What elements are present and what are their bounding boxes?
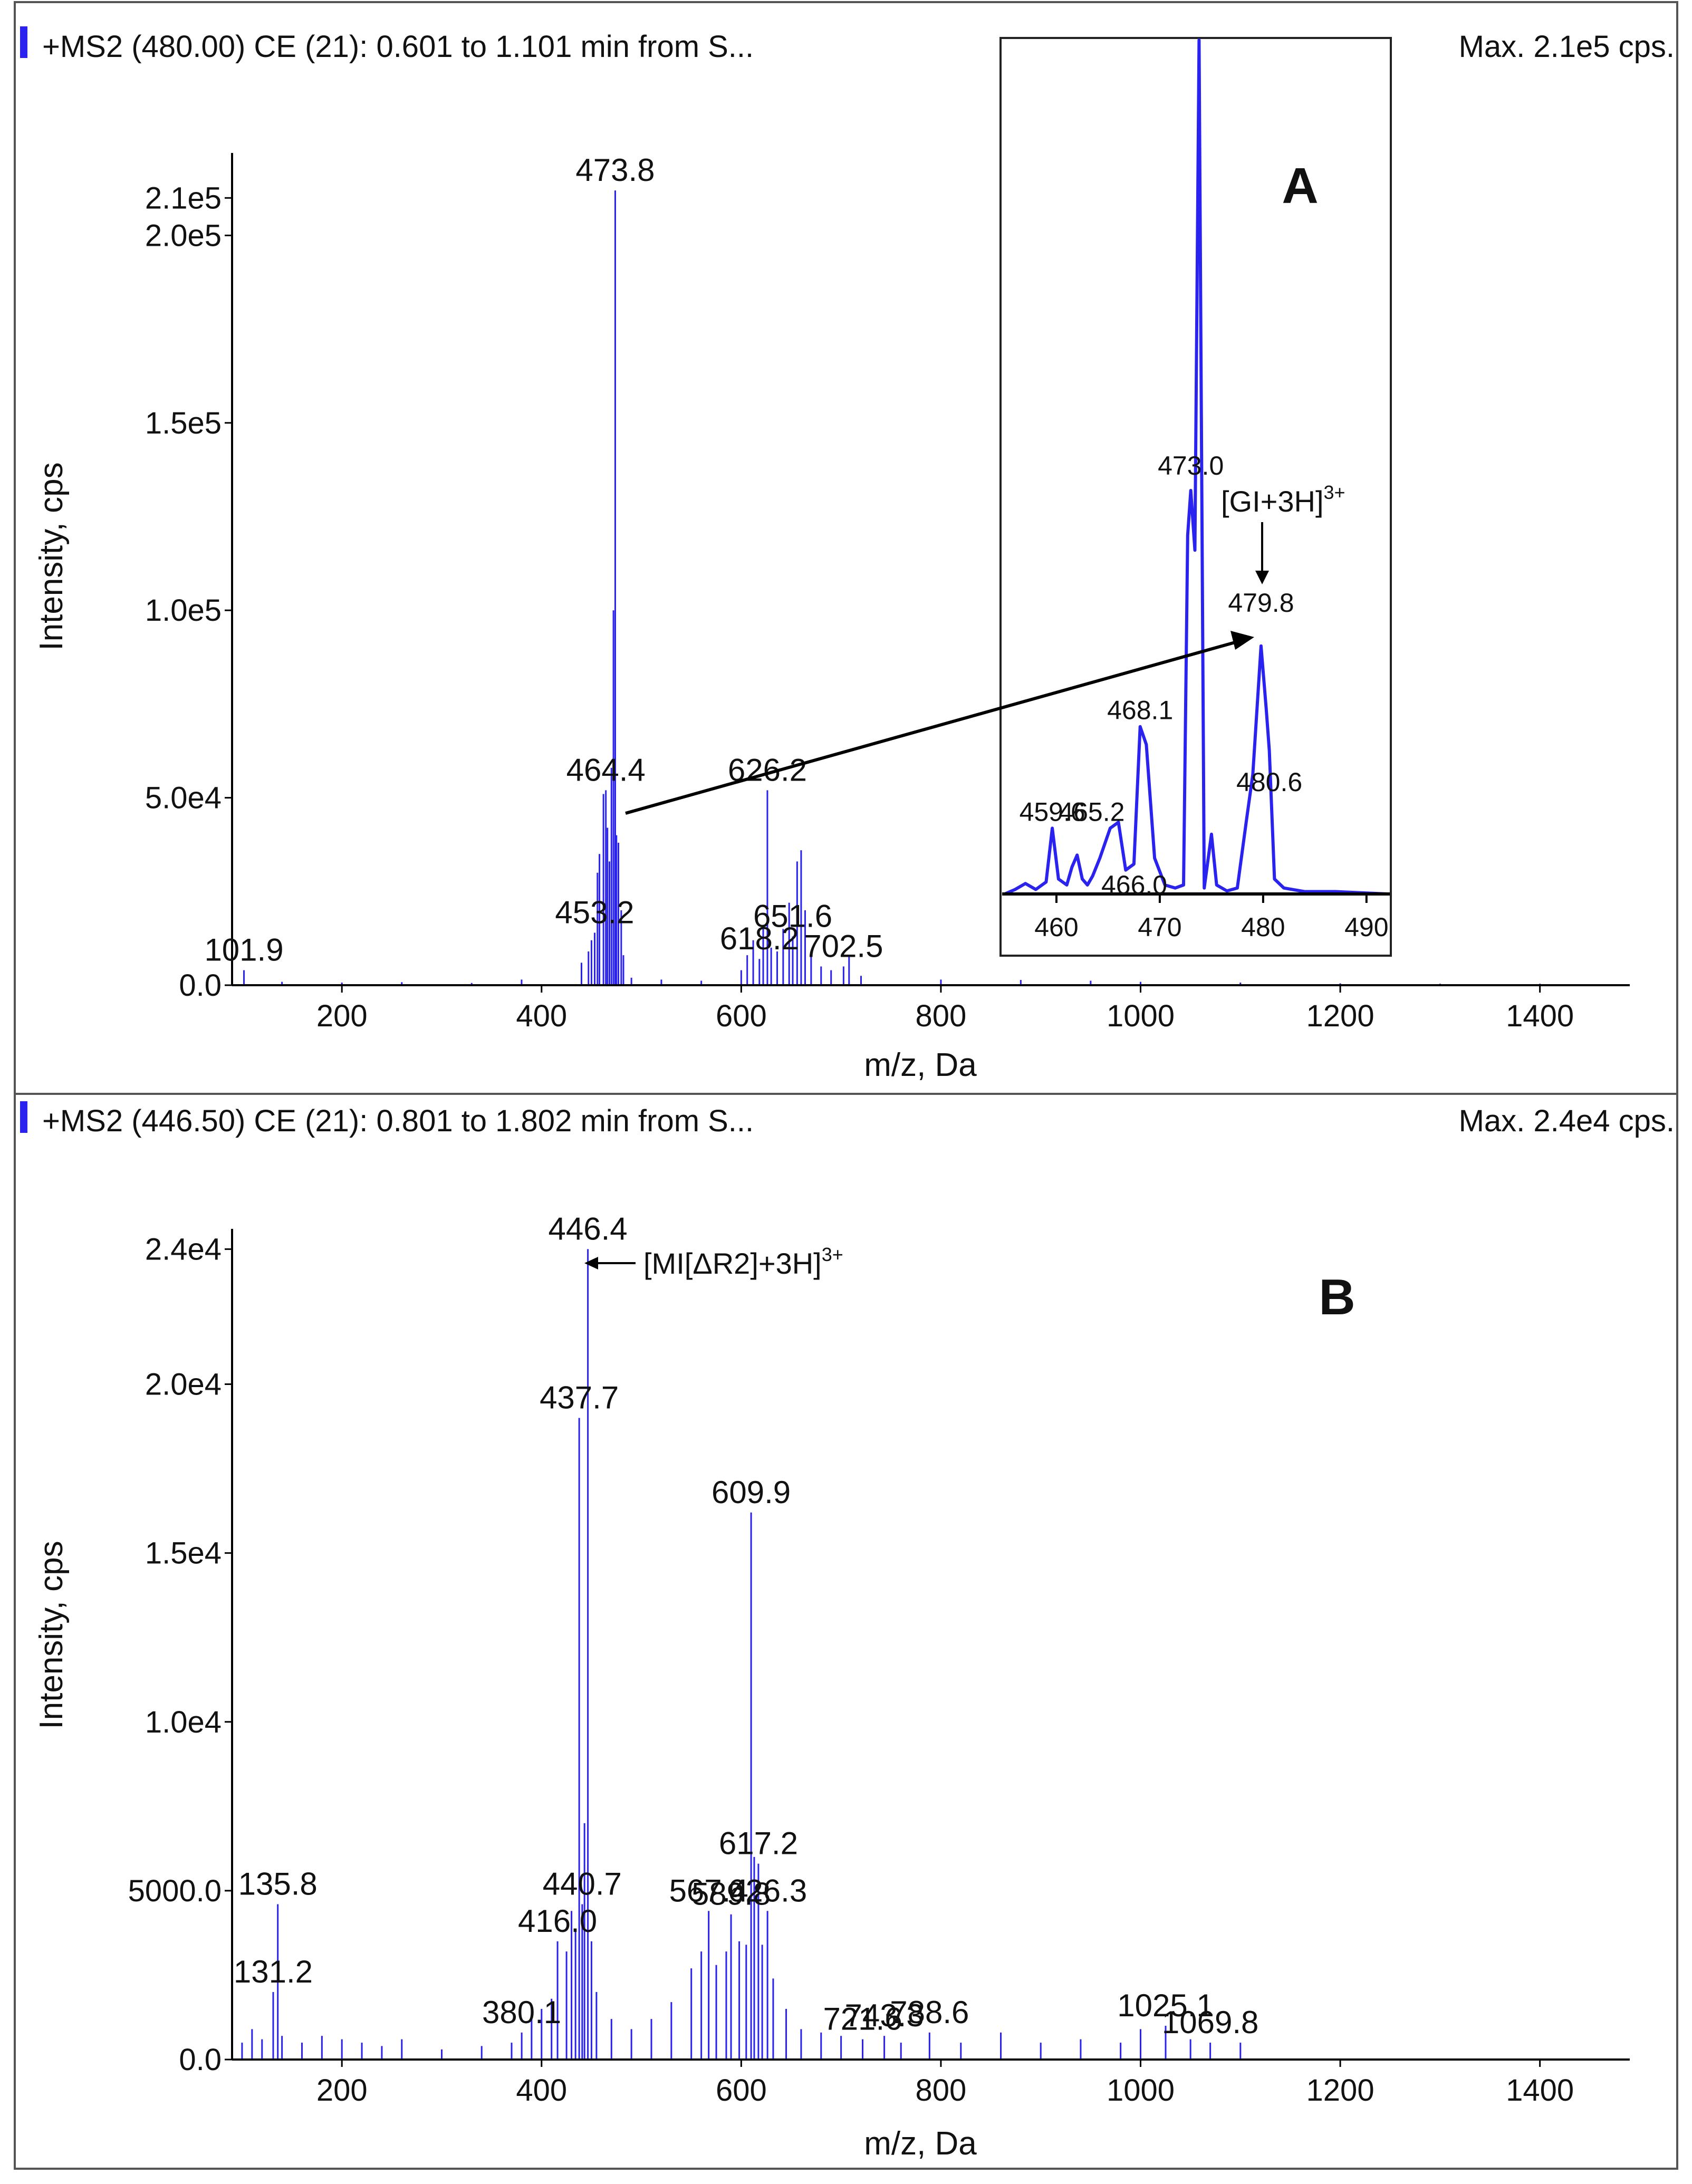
peak-label: 453.2: [555, 894, 634, 930]
inset-peak-label: 468.1: [1107, 696, 1173, 725]
x-tick-label: 1400: [1506, 999, 1574, 1033]
peak-label: 721.6: [823, 2002, 902, 2037]
inset-profile-line: [1004, 39, 1388, 896]
y-tick-label: 0.0: [179, 968, 222, 1003]
x-tick-label: 200: [316, 999, 368, 1033]
panel-b-trace: [241, 1249, 1242, 2060]
y-tick-label: 2.0e4: [145, 1368, 222, 1402]
inset-trace: [1004, 39, 1388, 896]
panel-b-xlabel: m/z, Da: [864, 2125, 977, 2162]
peak-label: 437.7: [540, 1380, 619, 1416]
peak-label: 446.4: [549, 1211, 628, 1246]
panel-b-ion-charge: 3+: [822, 1244, 843, 1265]
y-tick-label: 1.5e5: [145, 406, 222, 440]
panel-b-ion-arrowhead: [584, 1257, 598, 1269]
panel-a-axis-ticks: 200 400 600 800 1000 1200 1400 0.0 5.0e4 1.0e5 1.5…: [145, 181, 1574, 1033]
inset-x-tick-label: 490: [1344, 912, 1388, 942]
zoom-arrowhead: [1230, 631, 1254, 650]
panel-a-max: Max. 2.1e5 cps.: [1459, 30, 1675, 64]
peak-label: 1069.8: [1162, 2005, 1259, 2040]
peak-label: 651.6: [753, 899, 832, 934]
inset-x-tick-label: 480: [1241, 912, 1285, 942]
x-tick-label: 1400: [1506, 2073, 1574, 2108]
peak-label: 617.2: [719, 1826, 798, 1861]
peak-label: 743.3: [845, 1998, 924, 2033]
x-tick-label: 600: [716, 999, 767, 1033]
y-tick-label: 2.0e5: [145, 218, 222, 253]
peak-label: 101.9: [204, 932, 283, 968]
inset-ion-charge: 3+: [1324, 482, 1345, 503]
peak-label: 626.3: [728, 1873, 807, 1908]
panel-b-peak-labels: 135.8 131.2 380.1 416.0 437.7 440.7 446.4 567.4…: [234, 1211, 1258, 2040]
panel-b: +MS2 (446.50) CE (21): 0.801 to 1.802 mi…: [20, 1101, 1675, 2162]
x-tick-label: 400: [516, 999, 567, 1033]
panel-b-ion-formula: [MI[ΔR2]+3H]: [643, 1247, 822, 1280]
inset-ion-arrowhead: [1255, 571, 1269, 584]
panel-b-letter: B: [1319, 1269, 1355, 1325]
panel-b-axis-ticks: 200 400 600 800 1000 1200 1400 0.0 5000.0 1.0e4 1.…: [128, 1232, 1574, 2108]
y-tick-label: 2.1e5: [145, 181, 222, 215]
inset-peak-label: 459.6: [1020, 797, 1085, 826]
y-tick-label: 1.0e4: [145, 1705, 222, 1739]
peak-label: 131.2: [234, 1954, 313, 1989]
x-tick-label: 200: [316, 2073, 368, 2108]
peak-label: 464.4: [566, 752, 646, 787]
inset-x-tick-label: 460: [1034, 912, 1078, 942]
inset-peak-label: 465.2: [1059, 797, 1124, 826]
x-tick-label: 1200: [1306, 999, 1374, 1033]
peak-label: 567.4: [669, 1873, 748, 1908]
inset-peak-label: 479.8: [1228, 588, 1294, 618]
peak-label: 702.5: [804, 928, 883, 964]
peak-label: 618.2: [720, 921, 799, 956]
inset-peak-label: 480.6: [1236, 767, 1302, 797]
inset-ion-formula: [GI+3H]: [1221, 485, 1324, 518]
y-tick-label: 5000.0: [128, 1874, 222, 1908]
panel-a-ylabel: Intensity, cps: [33, 462, 70, 650]
y-tick-label: 5.0e4: [145, 781, 222, 815]
inset-axis-ticks: 460 470 480 490: [1034, 894, 1389, 942]
inset-peak-label: 466.0: [1101, 870, 1167, 900]
x-tick-label: 600: [716, 2073, 767, 2108]
zoom-arrow: [625, 640, 1237, 815]
peak-label: 135.8: [238, 1866, 318, 1901]
peak-label: 473.8: [575, 152, 655, 188]
peak-label: 609.9: [712, 1475, 791, 1510]
peak-label: 589.8: [691, 1877, 771, 1912]
x-tick-label: 800: [916, 2073, 967, 2108]
panel-a: +MS2 (480.00) CE (21): 0.601 to 1.101 mi…: [20, 26, 1675, 1083]
panel-a-xlabel: m/z, Da: [864, 1047, 977, 1083]
panel-b-ylabel: Intensity, cps: [33, 1541, 70, 1729]
inset-peak-label: 473.0: [1158, 451, 1224, 480]
legend-swatch-a: [20, 26, 27, 58]
panel-a-header: +MS2 (480.00) CE (21): 0.601 to 1.101 mi…: [42, 30, 754, 64]
inset-x-tick-label: 470: [1138, 912, 1181, 942]
x-tick-label: 400: [516, 2073, 567, 2108]
y-tick-label: 2.4e4: [145, 1232, 222, 1266]
peak-label: 380.1: [482, 1995, 561, 2030]
x-tick-label: 1000: [1107, 2073, 1175, 2108]
y-tick-label: 1.5e4: [145, 1536, 222, 1571]
inset-peak-labels: 473.0 479.8 480.6 468.1 465.2 466.0 459.6: [1020, 451, 1303, 900]
panel-b-ion-label: [MI[ΔR2]+3H]3+: [643, 1244, 843, 1280]
x-tick-label: 1200: [1306, 2073, 1374, 2108]
peak-label: 788.6: [890, 1995, 969, 2030]
peak-label: 416.0: [518, 1903, 597, 1939]
legend-swatch-b: [20, 1101, 27, 1133]
y-tick-label: 0.0: [179, 2043, 222, 2077]
panel-b-header: +MS2 (446.50) CE (21): 0.801 to 1.802 mi…: [42, 1104, 754, 1138]
x-tick-label: 1000: [1107, 999, 1175, 1033]
x-tick-label: 800: [916, 999, 967, 1033]
inset-ion-label: [GI+3H]3+: [1221, 482, 1345, 518]
peak-label: 1025.1: [1117, 1988, 1214, 2023]
peak-label: 440.7: [543, 1866, 622, 1901]
y-tick-label: 1.0e5: [145, 593, 222, 628]
panel-b-max: Max. 2.4e4 cps.: [1459, 1104, 1675, 1138]
panel-b-frame: [14, 1093, 1678, 2170]
panel-a-letter: A: [1282, 158, 1318, 214]
panel-a-trace: [243, 190, 1541, 985]
